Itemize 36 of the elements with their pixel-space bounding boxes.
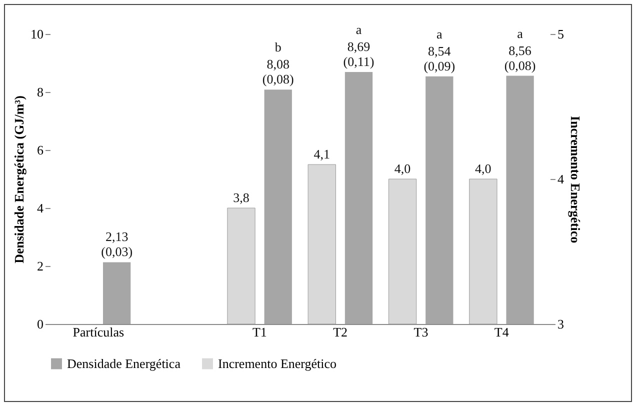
y2-tick-label: 5 [558,26,564,42]
data-label: 4,1 [314,146,330,162]
annotation: b [274,40,282,55]
data-label: 2,13 (0,03) [101,229,133,260]
legend-label: Incremento Energético [218,356,337,371]
y-tick-label: 10 [30,26,44,42]
y2-axis-title: Incremento Energético [568,116,583,244]
annotation: a [517,26,524,41]
x-tick-label: T1 [252,324,267,340]
data-label: 8,69 (0,11) [343,38,374,69]
bar [264,90,292,324]
y-axis-title: Densidade Energética (GJ/m³) [12,96,26,264]
legend-label: Densidade Energética [67,356,181,371]
data-label: 4,0 [475,161,492,176]
y2-tick-label: 3 [558,316,564,332]
data-label: 3,8 [233,190,250,205]
data-label: 8,56 (0,08) [504,42,536,73]
data-label: 8,08 (0,08) [262,56,294,87]
bar [102,262,131,324]
y-tick-label: 2 [37,258,44,274]
y-tick-label: 4 [37,200,44,216]
y-tick-label: 8 [37,84,44,100]
data-label: 8,54 (0,09) [424,43,456,74]
bar [426,76,454,324]
annotation: a [436,26,443,42]
x-tick-label: Partículas [72,324,124,340]
annotation: a [356,22,362,37]
bar [506,76,534,324]
x-tick-label: T2 [333,324,348,340]
x-tick-label: T4 [494,324,510,340]
data-label: 4,0 [394,161,411,176]
y2-tick-label: 4 [558,172,564,186]
y-tick-label: 0 [37,316,44,332]
bar [344,72,373,324]
x-tick-label: T3 [414,324,428,340]
y-tick-label: 6 [37,142,44,158]
